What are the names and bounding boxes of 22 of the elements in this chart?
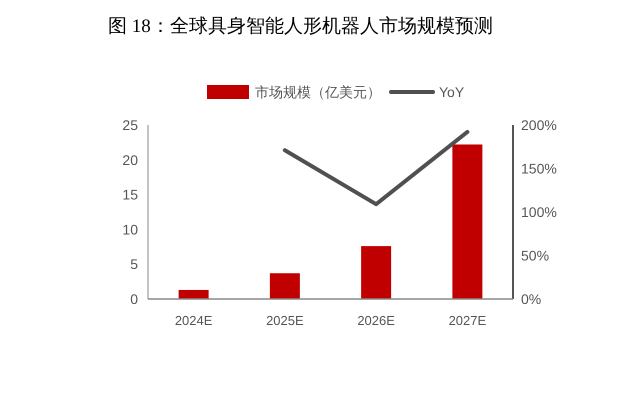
bar: [452, 144, 482, 299]
y2-tick-label: 100%: [521, 204, 557, 220]
y-tick-label: 25: [122, 117, 138, 133]
x-tick-label: 2025E: [266, 313, 304, 328]
y-tick-label: 5: [130, 256, 138, 272]
y-tick-label: 10: [122, 221, 138, 238]
y2-tick-label: 200%: [521, 117, 557, 133]
bar: [270, 273, 300, 299]
x-tick-label: 2024E: [174, 313, 213, 328]
x-tick-label: 2026E: [357, 313, 396, 328]
bar: [361, 246, 392, 299]
legend-label: YoY: [439, 84, 465, 100]
y2-tick-label: 50%: [521, 248, 550, 264]
bar: [178, 290, 209, 299]
y-tick-label: 15: [122, 186, 138, 203]
y2-tick-label: 0%: [521, 291, 542, 307]
y2-tick-label: 150%: [521, 160, 557, 176]
y-tick-label: 20: [122, 152, 138, 168]
chart-title: 图 18：全球具身智能人形机器人市场规模预测: [108, 15, 493, 37]
y-tick-label: 0: [130, 291, 138, 307]
x-tick-label: 2027E: [448, 313, 486, 328]
legend-label: 市场规模（亿美元）: [255, 84, 381, 100]
